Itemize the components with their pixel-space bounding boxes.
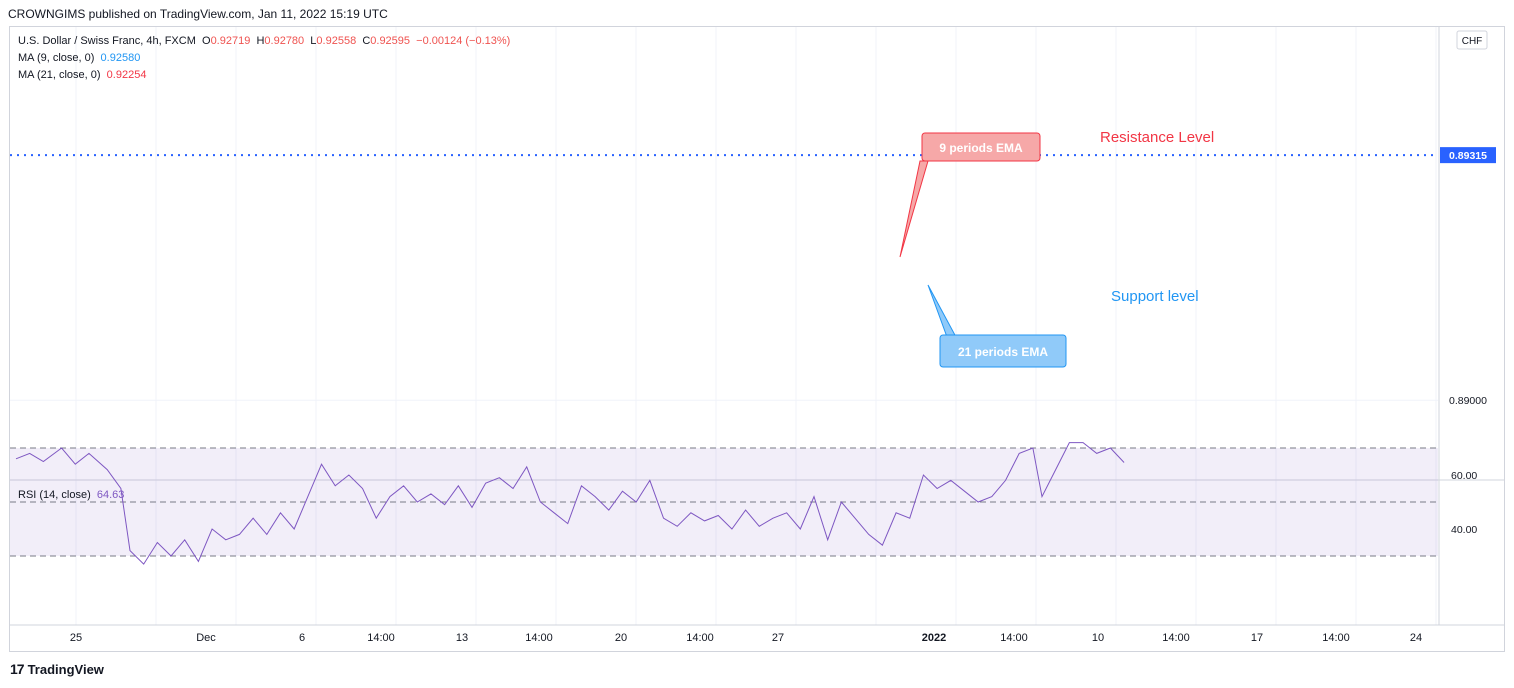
time-tick-label: 14:00	[686, 632, 714, 644]
time-tick-label: 14:00	[1162, 632, 1190, 644]
ma9-label: MA (9, close, 0)	[18, 52, 95, 64]
level-price-label: 0.89315	[1449, 150, 1487, 162]
ema21-callout-label: 21 periods EMA	[958, 345, 1048, 359]
ema9-callout-label: 9 periods EMA	[939, 141, 1023, 155]
high-value: 0.92780	[264, 35, 305, 47]
time-tick-label: 17	[1251, 632, 1263, 644]
ma21-label: MA (21, close, 0)	[18, 69, 101, 81]
time-tick-label: 14:00	[367, 632, 395, 644]
price-chart[interactable]: 0.936900.928960.926440.918870.914950.909…	[10, 27, 1504, 651]
ma9-legend: MA (9, close, 0) 0.92580	[18, 52, 140, 64]
ema9-callout-pointer	[899, 160, 929, 258]
rsi-value: 64.63	[96, 489, 125, 501]
resistance-annotation: Resistance Level	[1100, 129, 1214, 146]
time-tick-label: 14:00	[1000, 632, 1028, 644]
ema9-callout-box	[921, 132, 1041, 162]
ma9-value: 0.92580	[100, 52, 141, 64]
close-value: 0.92595	[370, 35, 411, 47]
tradingview-logo-icon: 17	[10, 661, 25, 677]
price-tick-label: 0.89000	[1449, 395, 1487, 407]
published-header: CROWNGIMS published on TradingView.com, …	[8, 7, 388, 21]
time-tick-label: 24	[1410, 632, 1422, 644]
time-tick-label: 13	[456, 632, 468, 644]
time-tick-label: 27	[772, 632, 784, 644]
level-price-tag	[1440, 147, 1496, 164]
symbol-name: U.S. Dollar / Swiss Franc, 4h, FXCM	[18, 35, 196, 47]
rsi-legend: RSI (14, close) 64.63	[18, 489, 124, 501]
rsi-line	[15, 442, 1125, 565]
rsi-tick-label: 40.00	[1451, 524, 1477, 536]
chart-frame: 0.936900.928960.926440.918870.914950.909…	[9, 26, 1505, 652]
time-tick-label: 6	[299, 632, 305, 644]
ma21-legend: MA (21, close, 0) 0.92254	[18, 69, 146, 81]
ma21-value: 0.92254	[106, 69, 147, 81]
footer-brand-label: TradingView	[27, 661, 104, 677]
open-label: O	[202, 35, 211, 47]
currency-badge	[1456, 30, 1488, 50]
high-label: H	[256, 35, 265, 47]
open-value: 0.92719	[210, 35, 251, 47]
symbol-legend: U.S. Dollar / Swiss Franc, 4h, FXCM O0.9…	[18, 35, 510, 47]
close-label: C	[362, 35, 371, 47]
low-label: L	[310, 35, 317, 47]
time-tick-label: 14:00	[1322, 632, 1350, 644]
support-annotation: Support level	[1111, 288, 1199, 305]
rsi-tick-label: 60.00	[1451, 470, 1477, 482]
time-tick-label: Dec	[196, 632, 216, 644]
time-tick-label: 25	[70, 632, 82, 644]
rsi-label: RSI (14, close)	[18, 489, 91, 501]
change-value: −0.00124 (−0.13%)	[416, 35, 511, 47]
footer-brand[interactable]: 17 TradingView	[10, 661, 104, 677]
ema21-callout-pointer	[927, 284, 957, 338]
currency-label: CHF	[1462, 36, 1483, 47]
ema21-callout-box	[939, 334, 1067, 368]
time-tick-label: 2022	[922, 632, 946, 644]
time-tick-label: 20	[615, 632, 627, 644]
time-tick-label: 14:00	[525, 632, 553, 644]
low-value: 0.92558	[316, 35, 357, 47]
time-tick-label: 10	[1092, 632, 1104, 644]
